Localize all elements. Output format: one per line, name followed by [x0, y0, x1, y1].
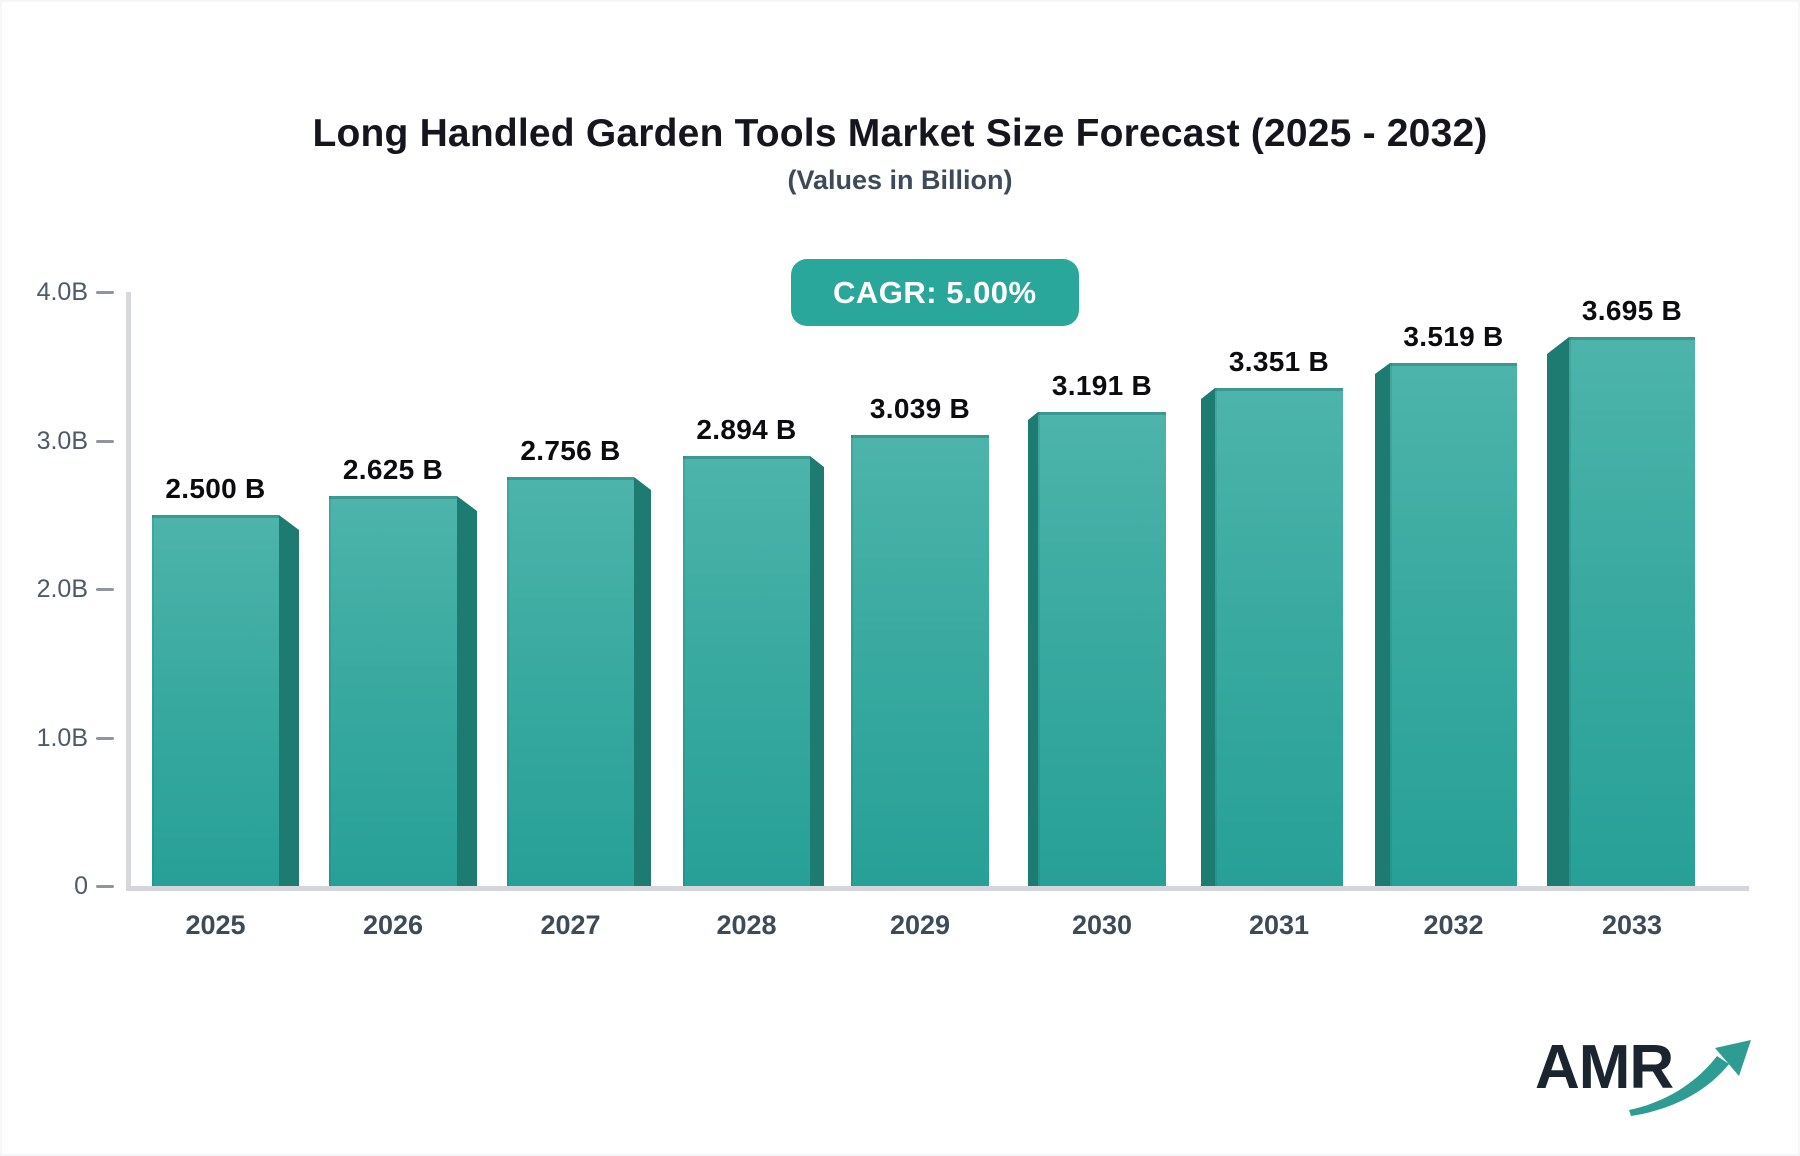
- bar-face: [851, 435, 989, 886]
- x-axis-label: 2025: [185, 910, 246, 940]
- bar-face: [329, 496, 457, 886]
- x-axis-label: 2029: [889, 910, 951, 940]
- amr-logo-text: AMR: [1535, 1033, 1674, 1102]
- bar-value-label: 3.039 B: [869, 393, 971, 424]
- bar-value-label: 2.894 B: [696, 414, 797, 445]
- bar-side-shade: [1028, 412, 1038, 886]
- bar-2025: 2.500 B 2025: [152, 473, 299, 940]
- y-tick-mark: [96, 736, 114, 740]
- bar-side-shade: [457, 496, 477, 886]
- x-axis-baseline: [126, 886, 1749, 891]
- bar-2031: 3.351 B 2031: [1201, 346, 1343, 940]
- bar-face: [152, 515, 279, 886]
- y-tick-label: 0: [74, 872, 88, 900]
- bar-2028: 2.894 B 2028: [683, 414, 824, 940]
- bar-value-label: 3.519 B: [1403, 321, 1504, 352]
- y-tick-label: 4.0B: [36, 278, 88, 306]
- bar-2029: 3.039 B 2029: [851, 393, 989, 940]
- bar-face: [1390, 363, 1517, 886]
- bar-side-shade: [1547, 337, 1569, 886]
- y-tick-label: 3.0B: [36, 426, 88, 455]
- trend-up-arrow-icon: [1629, 1040, 1751, 1116]
- x-axis-label: 2027: [540, 910, 601, 940]
- bar-value-label: 2.500 B: [165, 473, 266, 504]
- amr-logo: AMR: [1535, 1030, 1765, 1125]
- bar-face: [1038, 412, 1166, 886]
- x-axis-label: 2032: [1423, 910, 1484, 940]
- chart-title: Long Handled Garden Tools Market Size Fo…: [312, 112, 1488, 155]
- bar-2026: 2.625 B 2026: [329, 454, 477, 940]
- x-axis-label: 2028: [716, 910, 777, 940]
- y-tick-mark: [96, 588, 114, 591]
- bar-2033: 3.695 B 2033: [1547, 295, 1695, 940]
- bar-value-label: 3.351 B: [1228, 346, 1330, 377]
- bar-face: [1569, 337, 1695, 886]
- x-axis-label: 2026: [362, 910, 424, 940]
- y-tick-label: 1.0B: [36, 723, 88, 752]
- y-axis-line: [126, 292, 131, 886]
- bar-value-label: 2.756 B: [520, 435, 621, 466]
- y-tick-label: 2.0B: [36, 575, 88, 603]
- bar-2030: 3.191 B 2030: [1028, 370, 1166, 940]
- bar-side-shade: [810, 456, 824, 886]
- bar-face: [683, 456, 810, 886]
- bar-2032: 3.519 B 2032: [1375, 321, 1517, 940]
- bar-side-shade: [634, 477, 651, 886]
- bar-side-shade: [279, 515, 299, 886]
- bar-side-shade: [1375, 363, 1390, 886]
- bar-face: [507, 477, 634, 886]
- x-axis-label: 2031: [1248, 910, 1310, 940]
- bar-value-label: 3.191 B: [1051, 370, 1153, 401]
- chart-subtitle: (Values in Billion): [787, 165, 1013, 195]
- bar-2027: 2.756 B 2027: [507, 435, 651, 940]
- bar-value-label: 2.625 B: [342, 454, 444, 485]
- bar-face: [1215, 388, 1343, 886]
- bar-side-shade: [1201, 388, 1215, 886]
- bar-value-label: 3.695 B: [1581, 295, 1683, 326]
- y-tick-mark: [96, 885, 114, 888]
- cagr-badge: CAGR: 5.00%: [791, 259, 1079, 326]
- y-tick-mark: [96, 291, 114, 294]
- x-axis-label: 2030: [1071, 910, 1133, 940]
- x-axis-label: 2033: [1601, 910, 1663, 940]
- y-tick-mark: [96, 439, 114, 443]
